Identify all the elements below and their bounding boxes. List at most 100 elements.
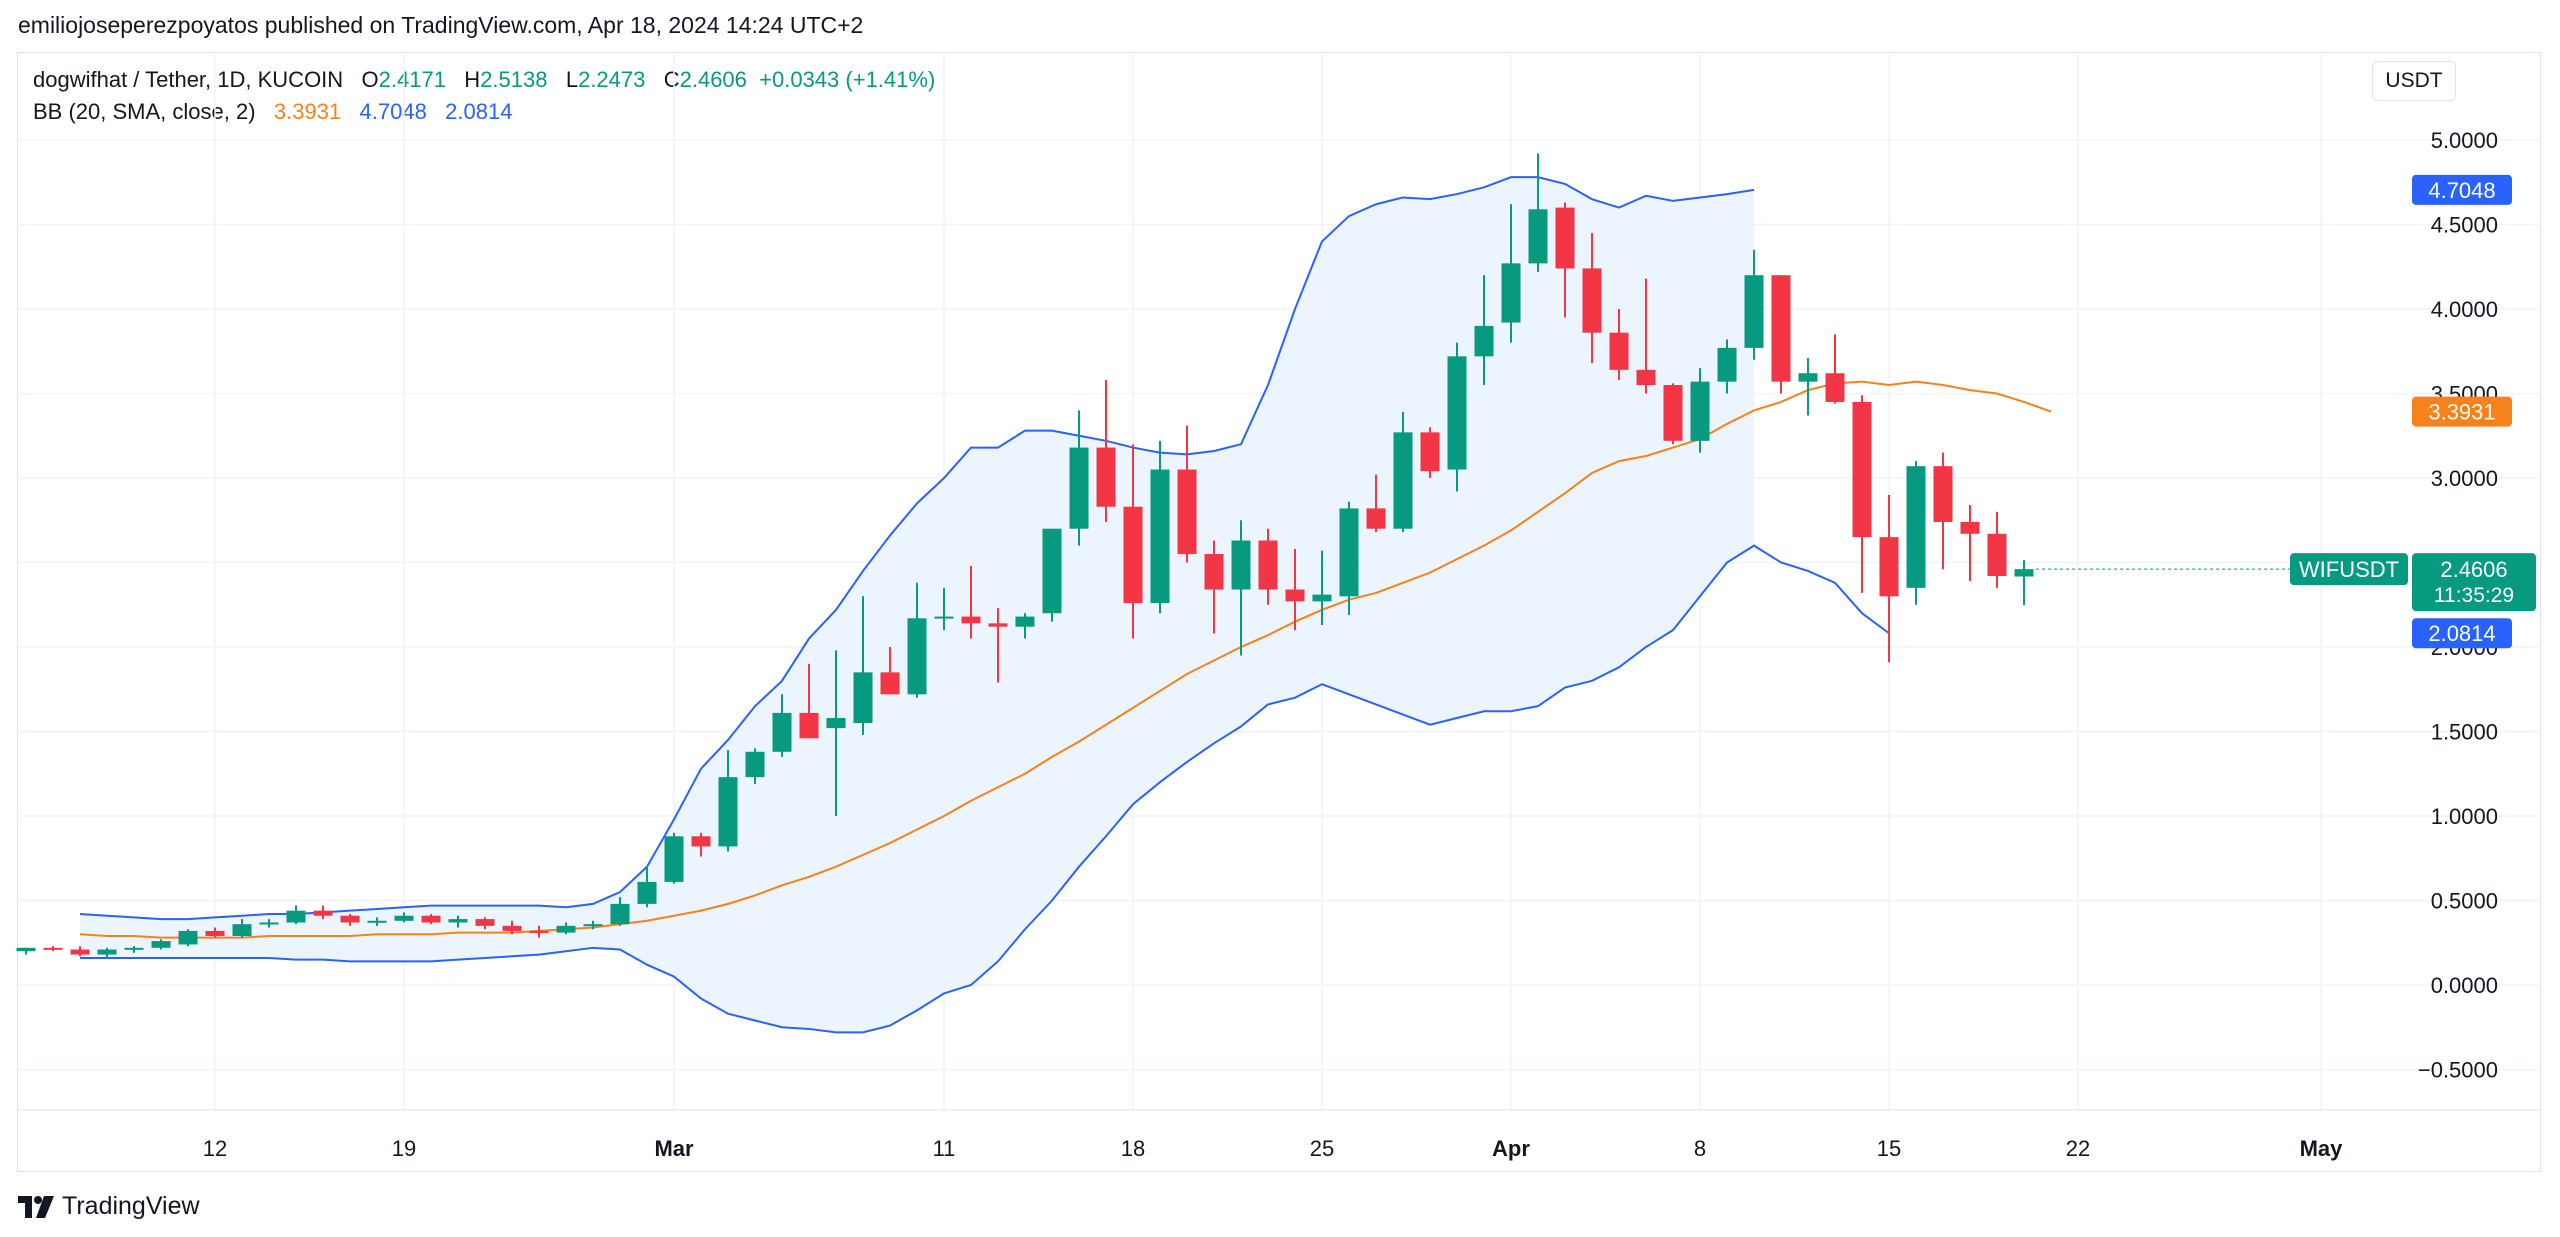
open-value: 2.4171 bbox=[378, 67, 446, 92]
x-tick-label: May bbox=[2300, 1136, 2344, 1161]
bb-legend-row: BB (20, SMA, close, 2) 3.3931 4.7048 2.0… bbox=[33, 96, 935, 128]
candle-body bbox=[907, 618, 927, 695]
x-tick-label: Apr bbox=[1492, 1136, 1530, 1161]
candle-body bbox=[205, 930, 225, 936]
candle-body bbox=[1204, 554, 1224, 590]
candle-body bbox=[1015, 616, 1035, 627]
candle-body bbox=[1447, 356, 1467, 470]
y-tick-label: 3.0000 bbox=[2431, 466, 2498, 491]
close-label: C bbox=[663, 67, 680, 92]
candle-body bbox=[1798, 373, 1818, 382]
candle-body bbox=[880, 672, 900, 695]
candle-body bbox=[1312, 594, 1332, 602]
candle-body bbox=[16, 947, 36, 952]
candle-body bbox=[1771, 275, 1791, 382]
candle-body bbox=[124, 947, 144, 950]
candle-body bbox=[637, 881, 657, 904]
candle-body bbox=[259, 922, 279, 925]
candle-body bbox=[232, 924, 252, 936]
candle-body bbox=[475, 919, 495, 926]
x-tick-label: Mar bbox=[654, 1136, 694, 1161]
candle-body bbox=[70, 949, 90, 955]
candle-body bbox=[43, 947, 63, 950]
candle-body bbox=[1042, 528, 1062, 614]
last-price-bg bbox=[2412, 553, 2536, 612]
candle-body bbox=[745, 751, 765, 778]
candle-body bbox=[934, 616, 954, 619]
candle-body bbox=[772, 712, 792, 752]
bb-upper-price-label: 4.7048 bbox=[2428, 178, 2495, 203]
x-tick-label: 15 bbox=[1877, 1136, 1901, 1161]
footer-brand[interactable]: TradingView bbox=[18, 1192, 200, 1221]
change-value: +0.0343 (+1.41%) bbox=[759, 67, 936, 92]
bb-lower-price-label: 2.0814 bbox=[2428, 621, 2495, 646]
candle-body bbox=[2014, 569, 2034, 577]
candle-body bbox=[1501, 263, 1521, 323]
candle-body bbox=[1744, 275, 1764, 348]
currency-unit-button[interactable]: USDT bbox=[2372, 61, 2456, 101]
candle-body bbox=[394, 915, 414, 921]
candle-body bbox=[1339, 508, 1359, 597]
candle-body bbox=[853, 672, 873, 724]
candle-body bbox=[826, 717, 846, 729]
ohlc-legend-row: dogwifhat / Tether, 1D, KUCOIN O2.4171 H… bbox=[33, 64, 935, 96]
candle-body bbox=[502, 925, 522, 931]
candle-body bbox=[151, 941, 171, 948]
bb-lower-value: 2.0814 bbox=[445, 99, 513, 124]
candle-body bbox=[718, 777, 738, 847]
candle-body bbox=[1528, 209, 1548, 264]
high-value: 2.5138 bbox=[480, 67, 548, 92]
candle-body bbox=[1906, 466, 1926, 588]
candle-body bbox=[1420, 432, 1440, 472]
indicator-title[interactable]: BB (20, SMA, close, 2) bbox=[33, 99, 256, 124]
candle-body bbox=[421, 915, 441, 923]
footer-brand-name: TradingView bbox=[62, 1192, 200, 1220]
candle-body bbox=[1555, 207, 1575, 269]
candle-body bbox=[340, 915, 360, 923]
y-tick-label: 1.5000 bbox=[2431, 720, 2498, 745]
bb-lower-price-label-bg bbox=[2412, 618, 2512, 649]
y-tick-label: 5.0000 bbox=[2431, 128, 2498, 153]
candle-body bbox=[556, 925, 576, 933]
symbol-tag-bg bbox=[2290, 553, 2408, 586]
candle-body bbox=[1690, 381, 1710, 441]
candle-body bbox=[529, 930, 549, 933]
bb-basis-price-label: 3.3931 bbox=[2428, 400, 2495, 425]
candle-body bbox=[1663, 385, 1683, 441]
chart-frame bbox=[17, 52, 2541, 1172]
candle-body bbox=[1960, 521, 1980, 534]
candle-body bbox=[1231, 540, 1251, 590]
x-tick-label: 25 bbox=[1310, 1136, 1334, 1161]
candle-body bbox=[1852, 401, 1872, 538]
candle-body bbox=[1825, 373, 1845, 402]
candle-body bbox=[1150, 469, 1170, 604]
candle-body bbox=[367, 920, 387, 923]
bb-basis-price-label-bg bbox=[2412, 396, 2512, 427]
candle-body bbox=[691, 836, 711, 847]
candle-body bbox=[664, 836, 684, 882]
bb-upper-value: 4.7048 bbox=[359, 99, 427, 124]
time-axis: 12 19 Mar 11 18 25 Apr 8 15 22 May bbox=[17, 1109, 2541, 1161]
close-value: 2.4606 bbox=[679, 67, 747, 92]
y-tick-label: 0.0000 bbox=[2431, 973, 2498, 998]
candle-body bbox=[1987, 533, 2007, 577]
x-tick-label: 18 bbox=[1121, 1136, 1145, 1161]
candle-body bbox=[448, 919, 468, 923]
symbol-tag-label: WIFUSDT bbox=[2299, 557, 2399, 582]
x-tick-label: 12 bbox=[203, 1136, 227, 1161]
open-label: O bbox=[361, 67, 379, 92]
candle-body bbox=[988, 623, 1008, 627]
low-value: 2.2473 bbox=[578, 67, 646, 92]
candle-body bbox=[583, 924, 603, 927]
candle-body bbox=[1123, 506, 1143, 604]
symbol-title[interactable]: dogwifhat / Tether, 1D, KUCOIN bbox=[33, 67, 344, 92]
candle-body bbox=[1717, 347, 1737, 382]
candle-body bbox=[1636, 369, 1656, 386]
countdown-label: 11:35:29 bbox=[2434, 584, 2514, 607]
high-label: H bbox=[464, 67, 481, 92]
candle-body bbox=[1474, 325, 1494, 357]
candle-body bbox=[1069, 447, 1089, 529]
candle-body bbox=[97, 949, 117, 955]
y-tick-label: 0.5000 bbox=[2431, 889, 2498, 914]
